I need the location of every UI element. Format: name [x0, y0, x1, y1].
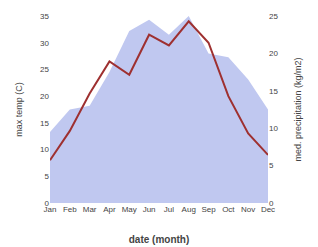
svg-text:30: 30: [40, 39, 49, 48]
svg-text:Aug: Aug: [182, 205, 196, 214]
svg-text:date (month): date (month): [129, 234, 190, 245]
svg-text:Mar: Mar: [83, 205, 97, 214]
svg-text:Jan: Jan: [44, 205, 57, 214]
svg-text:Feb: Feb: [63, 205, 77, 214]
svg-text:35: 35: [40, 12, 49, 21]
svg-text:20: 20: [269, 49, 278, 58]
svg-text:med. precipitation (kg/m2): med. precipitation (kg/m2): [293, 57, 303, 161]
svg-text:0: 0: [45, 199, 50, 208]
svg-text:Oct: Oct: [222, 205, 235, 214]
svg-text:10: 10: [269, 124, 278, 133]
svg-text:5: 5: [45, 172, 50, 181]
svg-text:May: May: [122, 205, 137, 214]
svg-text:10: 10: [40, 145, 49, 154]
svg-text:Nov: Nov: [241, 205, 255, 214]
svg-text:5: 5: [269, 161, 274, 170]
svg-text:Dec: Dec: [261, 205, 275, 214]
svg-text:Jul: Jul: [164, 205, 174, 214]
svg-text:15: 15: [269, 87, 278, 96]
svg-text:25: 25: [40, 65, 49, 74]
svg-text:0: 0: [269, 199, 274, 208]
svg-text:Sep: Sep: [201, 205, 216, 214]
svg-text:Apr: Apr: [103, 205, 116, 214]
svg-text:Jun: Jun: [143, 205, 156, 214]
svg-text:20: 20: [40, 92, 49, 101]
svg-text:max temp (C): max temp (C): [14, 82, 24, 137]
svg-text:15: 15: [40, 119, 49, 128]
svg-text:25: 25: [269, 12, 278, 21]
